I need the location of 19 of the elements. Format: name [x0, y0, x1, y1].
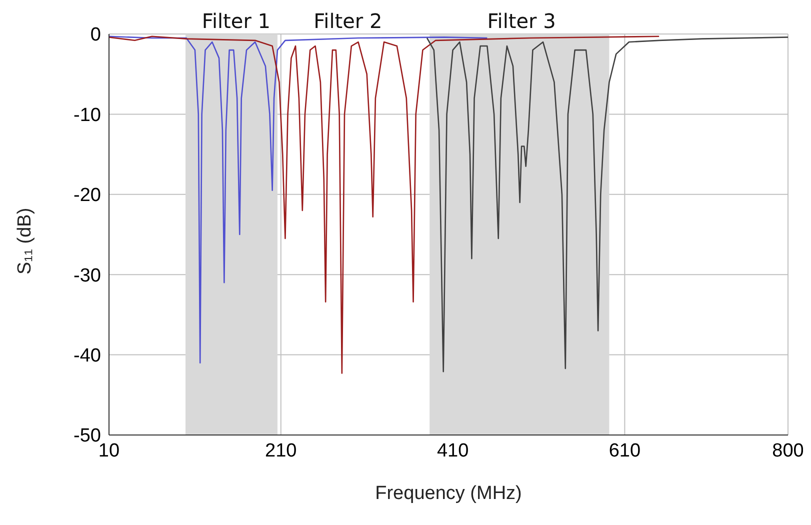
y-tick-label: -40 — [74, 346, 101, 367]
x-axis-title: Frequency (MHz) — [375, 483, 522, 504]
y-tick-label: -30 — [74, 265, 101, 286]
x-tick-label: 610 — [608, 440, 641, 462]
line-series — [109, 36, 488, 364]
y-tick-label: 0 — [90, 24, 101, 46]
x-tick-label: 410 — [436, 440, 469, 462]
text: Filter 3 — [487, 9, 556, 33]
y-tick-label: -50 — [74, 426, 101, 447]
y-tick-label: -20 — [74, 185, 101, 206]
x-tick-label: 800 — [772, 440, 804, 462]
y-axis-title: S₁₁ (dB) — [14, 208, 36, 274]
y-tick-label: -10 — [74, 104, 101, 126]
text: Filter 2 — [314, 9, 382, 33]
x-tick-label: 10 — [98, 440, 120, 462]
line-series — [109, 36, 660, 374]
x-tick-label: 210 — [265, 440, 297, 462]
text: Filter 1 — [202, 9, 271, 33]
line-series — [426, 36, 788, 372]
